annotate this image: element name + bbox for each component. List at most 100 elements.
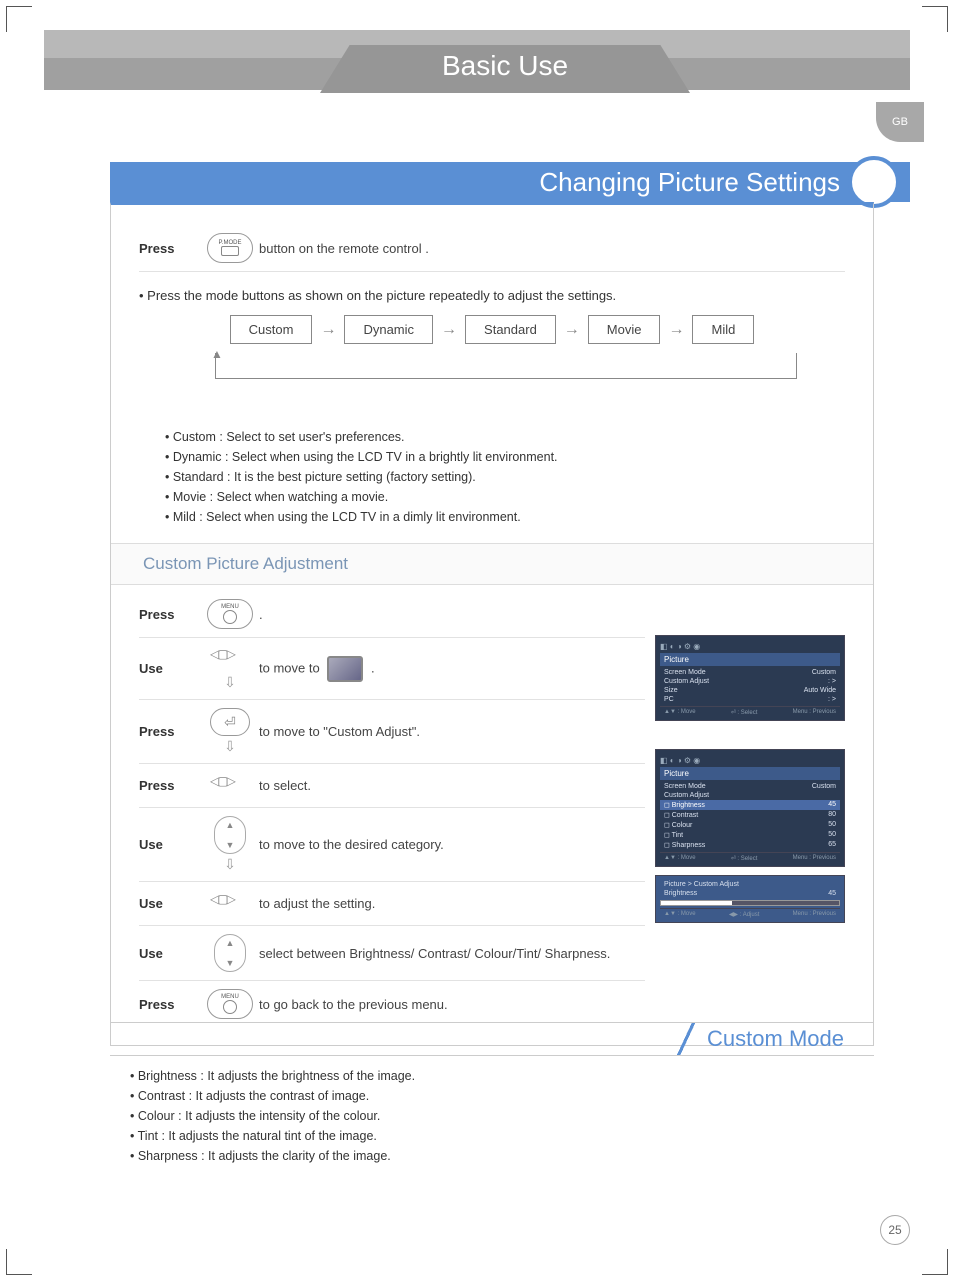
osd-top-icons: ◧ ◐ ◑ ⚙ ◉ — [660, 640, 840, 653]
updown-button-icon: ▲▼ — [201, 934, 259, 972]
crop-mark — [922, 6, 948, 32]
step-text: . — [259, 607, 645, 622]
mode-chain: Custom → Dynamic → Standard → Movie → Mi… — [139, 315, 845, 344]
osd-row: Screen ModeCustom — [660, 668, 840, 677]
step-label: Press — [139, 724, 201, 739]
dpad-icon — [210, 773, 250, 799]
step-label: Use — [139, 946, 201, 961]
arrow-up-icon: ▲ — [211, 347, 223, 361]
dpad-icon — [210, 891, 250, 917]
osd-row: SizeAuto Wide — [660, 686, 840, 695]
enter-button-icon: ⏎ ⇩ — [201, 708, 259, 755]
step-row: Press to select. — [139, 764, 645, 808]
arrow-right-icon: → — [668, 321, 684, 339]
step-label: Use — [139, 661, 201, 676]
osd-title-text: Picture — [664, 769, 689, 778]
step-row: Press ⏎ ⇩ to move to "Custom Adjust". — [139, 700, 645, 764]
button-inner-rect-icon — [221, 246, 239, 256]
osd-title: Picture — [660, 767, 840, 780]
menu-button-icon: MENU — [201, 599, 259, 629]
step-label: Press — [139, 607, 201, 622]
remote-button-icon: P.MODE — [207, 233, 253, 263]
updown-icon: ▲▼ — [214, 816, 246, 854]
custom-mode-title: Custom Mode — [707, 1026, 844, 1052]
button-inner-circle-icon — [223, 1000, 237, 1014]
step-text: to move to "Custom Adjust". — [259, 724, 645, 739]
title-circle-icon — [848, 156, 900, 208]
mode-descriptions: • Custom : Select to set user's preferen… — [165, 427, 845, 527]
osd-row: Custom Adjust — [660, 791, 840, 800]
desc-line: • Movie : Select when watching a movie. — [165, 487, 845, 507]
osd-row: Custom Adjust: > — [660, 677, 840, 686]
step-row: Use ⇩ to move to . — [139, 638, 645, 700]
crop-mark — [6, 6, 32, 32]
steps-column: Press MENU . Use ⇩ — [139, 591, 645, 1027]
subsection-title: Custom Picture Adjustment — [111, 543, 873, 585]
steps-wrap: Press MENU . Use ⇩ — [139, 591, 845, 1027]
mode-box: Dynamic — [344, 315, 433, 344]
button-inner-circle-icon — [223, 610, 237, 624]
step-row: Press MENU to go back to the previous me… — [139, 981, 645, 1027]
step-row: Use ▲▼ ⇩ to move to the desired category… — [139, 808, 645, 882]
remote-button-icon: MENU — [207, 599, 253, 629]
mode-chain-wrap: Custom → Dynamic → Standard → Movie → Mi… — [139, 315, 845, 393]
osd-title-text: Picture — [664, 655, 689, 664]
arrow-down-icon: ⇩ — [224, 738, 236, 755]
osd-slider-label: Brightness — [664, 890, 697, 897]
step-text: to go back to the previous menu. — [259, 997, 645, 1012]
dpad-lr-icon — [201, 891, 259, 917]
step-text: to select. — [259, 778, 645, 793]
step-row: Press MENU . — [139, 591, 645, 638]
section-title-bar: Changing Picture Settings — [110, 162, 910, 202]
enter-icon: ⏎ — [210, 708, 250, 736]
step-label: Press — [139, 997, 201, 1012]
osd-row: ◻ Tint50 — [660, 830, 840, 840]
step-row: Use ▲▼ select between Brightness/ Contra… — [139, 926, 645, 981]
osd-slider-preview: Picture > Custom Adjust Brightness 45 ▲▼… — [655, 875, 845, 923]
osd-breadcrumb: Picture > Custom Adjust — [660, 880, 840, 889]
arrow-right-icon: → — [441, 321, 457, 339]
arrow-down-icon: ⇩ — [224, 856, 236, 873]
desc-line: • Dynamic : Select when using the LCD TV… — [165, 447, 845, 467]
crop-mark — [6, 1249, 32, 1275]
step-label: Use — [139, 896, 201, 911]
picture-menu-icon — [327, 656, 363, 682]
arrow-right-icon: → — [320, 321, 336, 339]
manual-page: Basic Use GB Changing Picture Settings P… — [0, 0, 954, 1281]
list-item: • Tint : It adjusts the natural tint of … — [130, 1126, 864, 1146]
pmode-button-icon: P.MODE — [201, 233, 259, 263]
osd-title: Picture — [660, 653, 840, 666]
chapter-title: Basic Use — [320, 45, 690, 93]
step-row: Use to adjust the setting. — [139, 882, 645, 926]
press-label: Press — [139, 241, 201, 256]
osd-slider-bar — [660, 900, 840, 906]
step-text: to move to . — [259, 656, 645, 682]
list-item: • Brightness : It adjusts the brightness… — [130, 1066, 864, 1086]
intro-row: Press P.MODE button on the remote contro… — [139, 225, 845, 272]
osd-column: ◧ ◐ ◑ ⚙ ◉ Picture Screen ModeCustom Cust… — [655, 591, 845, 1027]
language-badge: GB — [876, 102, 924, 142]
step-text: to move to the desired category. — [259, 837, 645, 852]
osd-preview: ◧ ◐ ◑ ⚙ ◉ Picture Screen ModeCustom Cust… — [655, 749, 845, 867]
step-label: Press — [139, 778, 201, 793]
mode-box: Movie — [588, 315, 661, 344]
dpad-lr-icon: ⇩ — [201, 646, 259, 691]
osd-slider-row: Brightness 45 — [660, 889, 840, 898]
step-text: select between Brightness/ Contrast/ Col… — [259, 946, 645, 961]
osd-row: PC: > — [660, 695, 840, 704]
dpad-lr-icon — [201, 773, 259, 799]
osd-footer: ▲▼ : Move ⏎ : Select Menu : Previous — [660, 706, 840, 716]
osd-row: ◻ Colour50 — [660, 820, 840, 830]
osd-row: ◻ Sharpness65 — [660, 840, 840, 850]
mode-box: Standard — [465, 315, 556, 344]
remote-button-icon: MENU — [207, 989, 253, 1019]
crop-mark — [922, 1249, 948, 1275]
text-before: to move to — [259, 660, 320, 675]
section-title: Changing Picture Settings — [110, 162, 910, 202]
intro-text: button on the remote control . — [259, 241, 845, 256]
osd-preview: ◧ ◐ ◑ ⚙ ◉ Picture Screen ModeCustom Cust… — [655, 635, 845, 721]
updown-icon: ▲▼ — [214, 934, 246, 972]
osd-footer: ▲▼ : Move ⏎ : Select Menu : Previous — [660, 852, 840, 862]
osd-footer: ▲▼ : Move ◀▶ : Adjust Menu : Previous — [660, 908, 840, 918]
list-item: • Sharpness : It adjusts the clarity of … — [130, 1146, 864, 1166]
